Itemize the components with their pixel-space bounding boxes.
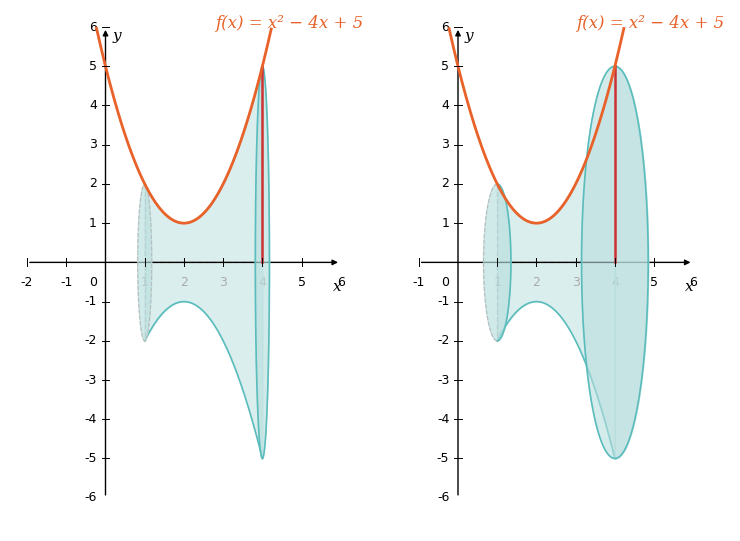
Text: -2: -2 [437, 334, 449, 347]
Text: -2: -2 [84, 334, 97, 347]
Text: -1: -1 [437, 295, 449, 308]
Text: 3: 3 [442, 138, 449, 151]
Text: 5: 5 [297, 276, 306, 289]
Text: -6: -6 [437, 491, 449, 504]
Text: -3: -3 [84, 373, 97, 387]
Polygon shape [138, 184, 152, 341]
Text: 4: 4 [89, 99, 97, 112]
Text: 3: 3 [89, 138, 97, 151]
Text: 5: 5 [89, 60, 97, 73]
Text: f(x) = x² − 4x + 5: f(x) = x² − 4x + 5 [215, 15, 363, 32]
Text: 4: 4 [258, 276, 266, 289]
Text: x: x [332, 280, 341, 294]
Text: 4: 4 [611, 276, 619, 289]
Text: -1: -1 [413, 276, 425, 289]
Text: 6: 6 [690, 276, 697, 289]
Text: y: y [112, 29, 121, 43]
Text: 2: 2 [442, 177, 449, 190]
Text: f(x) = x² − 4x + 5: f(x) = x² − 4x + 5 [576, 15, 724, 32]
Text: 6: 6 [442, 21, 449, 34]
Text: 6: 6 [89, 21, 97, 34]
Text: 1: 1 [141, 276, 149, 289]
Text: -4: -4 [437, 413, 449, 426]
Text: 3: 3 [219, 276, 227, 289]
Polygon shape [255, 67, 269, 458]
Text: -5: -5 [437, 452, 449, 465]
Text: -3: -3 [437, 373, 449, 387]
Text: -6: -6 [84, 491, 97, 504]
Text: -1: -1 [84, 295, 97, 308]
Polygon shape [483, 184, 511, 341]
Text: -4: -4 [84, 413, 97, 426]
Text: 6: 6 [337, 276, 345, 289]
Text: 4: 4 [442, 99, 449, 112]
Text: 3: 3 [572, 276, 579, 289]
Text: 2: 2 [180, 276, 188, 289]
Text: -5: -5 [84, 452, 97, 465]
Text: 5: 5 [650, 276, 658, 289]
Text: 5: 5 [441, 60, 449, 73]
Polygon shape [582, 67, 648, 458]
Text: 2: 2 [89, 177, 97, 190]
Text: x: x [685, 280, 693, 294]
Text: 1: 1 [442, 216, 449, 230]
Text: 1: 1 [89, 216, 97, 230]
Text: -2: -2 [21, 276, 33, 289]
Text: 1: 1 [494, 276, 501, 289]
Text: 2: 2 [533, 276, 540, 289]
Text: -1: -1 [60, 276, 73, 289]
Text: 0: 0 [441, 276, 449, 289]
Text: 0: 0 [89, 276, 97, 289]
Text: y: y [465, 29, 474, 43]
